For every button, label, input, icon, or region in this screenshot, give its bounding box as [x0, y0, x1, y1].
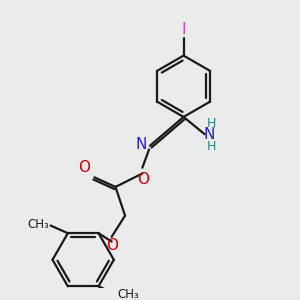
- Text: CH₃: CH₃: [27, 218, 49, 231]
- Text: N: N: [136, 137, 147, 152]
- Text: CH₃: CH₃: [118, 289, 140, 300]
- Text: I: I: [181, 22, 186, 38]
- Text: H: H: [207, 117, 216, 130]
- Text: N: N: [204, 127, 215, 142]
- Text: O: O: [106, 238, 119, 253]
- Text: H: H: [207, 140, 216, 153]
- Text: O: O: [79, 160, 91, 175]
- Text: O: O: [137, 172, 149, 187]
